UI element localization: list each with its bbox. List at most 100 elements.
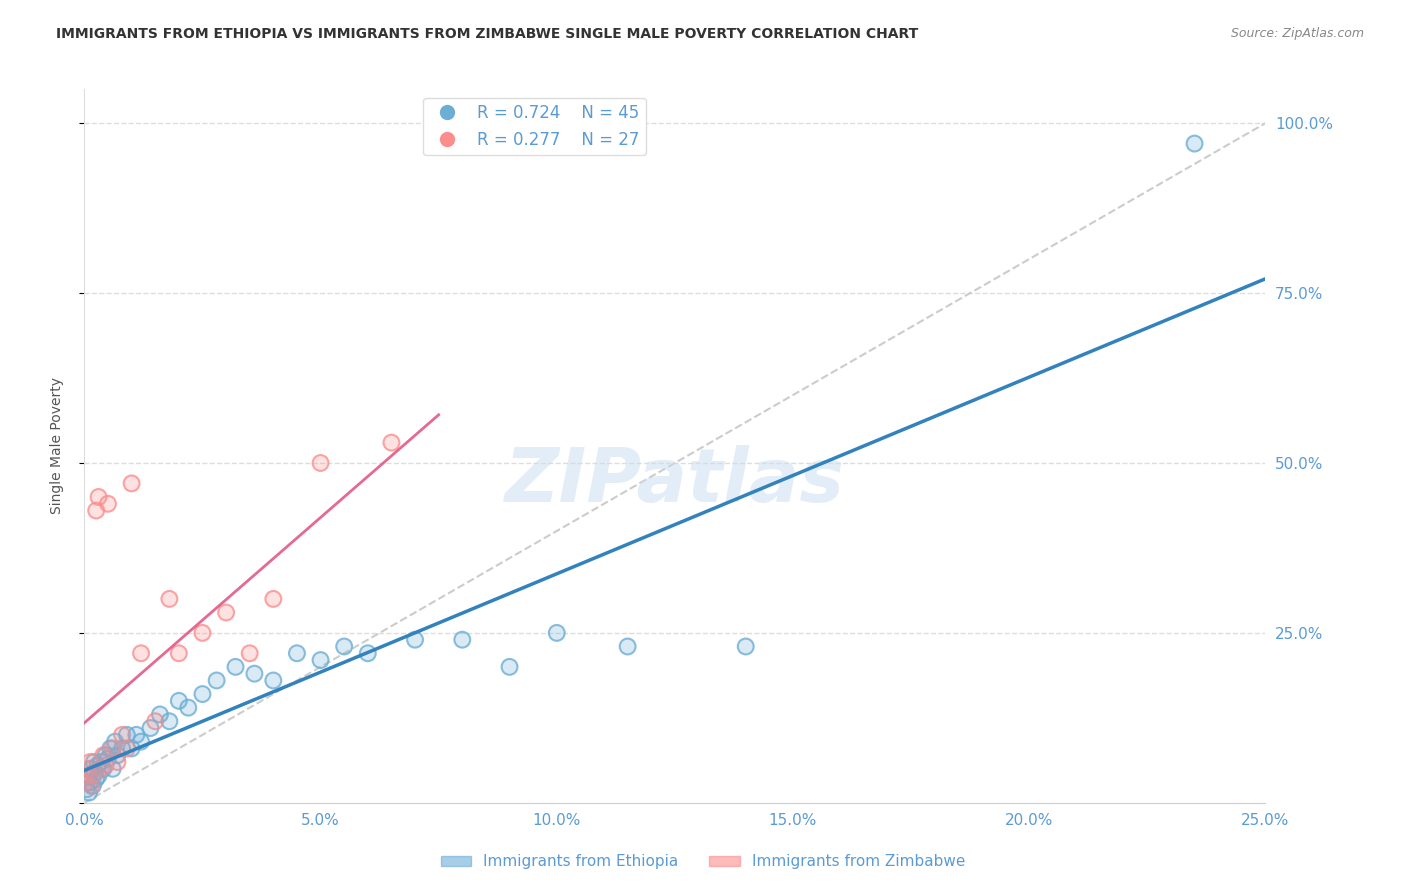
Point	[262, 591, 284, 606]
Point	[76, 775, 98, 789]
Point	[285, 646, 308, 660]
Point	[177, 700, 200, 714]
Point	[309, 456, 332, 470]
Point	[91, 748, 114, 763]
Point	[91, 748, 114, 763]
Point	[157, 714, 180, 729]
Point	[83, 769, 105, 783]
Point	[76, 782, 98, 797]
Point	[98, 741, 121, 756]
Point	[498, 660, 520, 674]
Point	[77, 769, 100, 783]
Point	[101, 762, 124, 776]
Point	[243, 666, 266, 681]
Point	[101, 762, 124, 776]
Point	[76, 782, 98, 797]
Point	[167, 694, 190, 708]
Point	[167, 646, 190, 660]
Point	[77, 786, 100, 800]
Point	[80, 779, 103, 793]
Point	[451, 632, 474, 647]
Point	[83, 755, 105, 769]
Point	[91, 762, 114, 776]
Point	[143, 714, 166, 729]
Text: ZIPatlas: ZIPatlas	[505, 445, 845, 518]
Point	[97, 497, 120, 511]
Point	[82, 779, 104, 793]
Point	[243, 666, 266, 681]
Point	[80, 762, 103, 776]
Point	[191, 687, 214, 701]
Point	[157, 591, 180, 606]
Point	[94, 758, 117, 772]
Point	[129, 734, 152, 748]
Point	[167, 646, 190, 660]
Point	[77, 762, 100, 776]
Point	[205, 673, 228, 688]
Point	[90, 762, 112, 776]
Point	[167, 694, 190, 708]
Point	[94, 758, 117, 772]
Point	[94, 748, 117, 763]
Point	[215, 606, 238, 620]
Point	[1184, 136, 1206, 151]
Point	[357, 646, 380, 660]
Point	[84, 772, 107, 786]
Point	[285, 646, 308, 660]
Text: Source: ZipAtlas.com: Source: ZipAtlas.com	[1230, 27, 1364, 40]
Point	[77, 769, 100, 783]
Point	[125, 728, 148, 742]
Point	[90, 762, 112, 776]
Legend: Immigrants from Ethiopia, Immigrants from Zimbabwe: Immigrants from Ethiopia, Immigrants fro…	[434, 848, 972, 875]
Point	[87, 769, 110, 783]
Point	[77, 762, 100, 776]
Point	[129, 646, 152, 660]
Point	[239, 646, 262, 660]
Point	[83, 765, 105, 780]
Point	[333, 640, 356, 654]
Point	[115, 741, 138, 756]
Point	[139, 721, 162, 735]
Point	[107, 755, 129, 769]
Point	[80, 779, 103, 793]
Point	[86, 758, 108, 772]
Point	[121, 476, 143, 491]
Point	[309, 653, 332, 667]
Point	[129, 734, 152, 748]
Point	[734, 640, 756, 654]
Point	[404, 632, 426, 647]
Point	[129, 646, 152, 660]
Point	[357, 646, 380, 660]
Point	[84, 772, 107, 786]
Point	[79, 755, 101, 769]
Point	[115, 728, 138, 742]
Point	[205, 673, 228, 688]
Point	[87, 490, 110, 504]
Point	[121, 741, 143, 756]
Point	[262, 673, 284, 688]
Point	[177, 700, 200, 714]
Text: IMMIGRANTS FROM ETHIOPIA VS IMMIGRANTS FROM ZIMBABWE SINGLE MALE POVERTY CORRELA: IMMIGRANTS FROM ETHIOPIA VS IMMIGRANTS F…	[56, 27, 918, 41]
Point	[104, 734, 127, 748]
Point	[77, 786, 100, 800]
Point	[97, 751, 120, 765]
Point	[82, 779, 104, 793]
Point	[90, 755, 112, 769]
Point	[262, 591, 284, 606]
Point	[157, 714, 180, 729]
Point	[404, 632, 426, 647]
Point	[734, 640, 756, 654]
Point	[80, 762, 103, 776]
Point	[94, 748, 117, 763]
Point	[111, 741, 134, 756]
Point	[380, 435, 402, 450]
Point	[104, 734, 127, 748]
Point	[77, 769, 100, 783]
Point	[115, 741, 138, 756]
Point	[107, 748, 129, 763]
Point	[451, 632, 474, 647]
Point	[143, 714, 166, 729]
Point	[79, 775, 101, 789]
Point	[87, 490, 110, 504]
Point	[149, 707, 172, 722]
